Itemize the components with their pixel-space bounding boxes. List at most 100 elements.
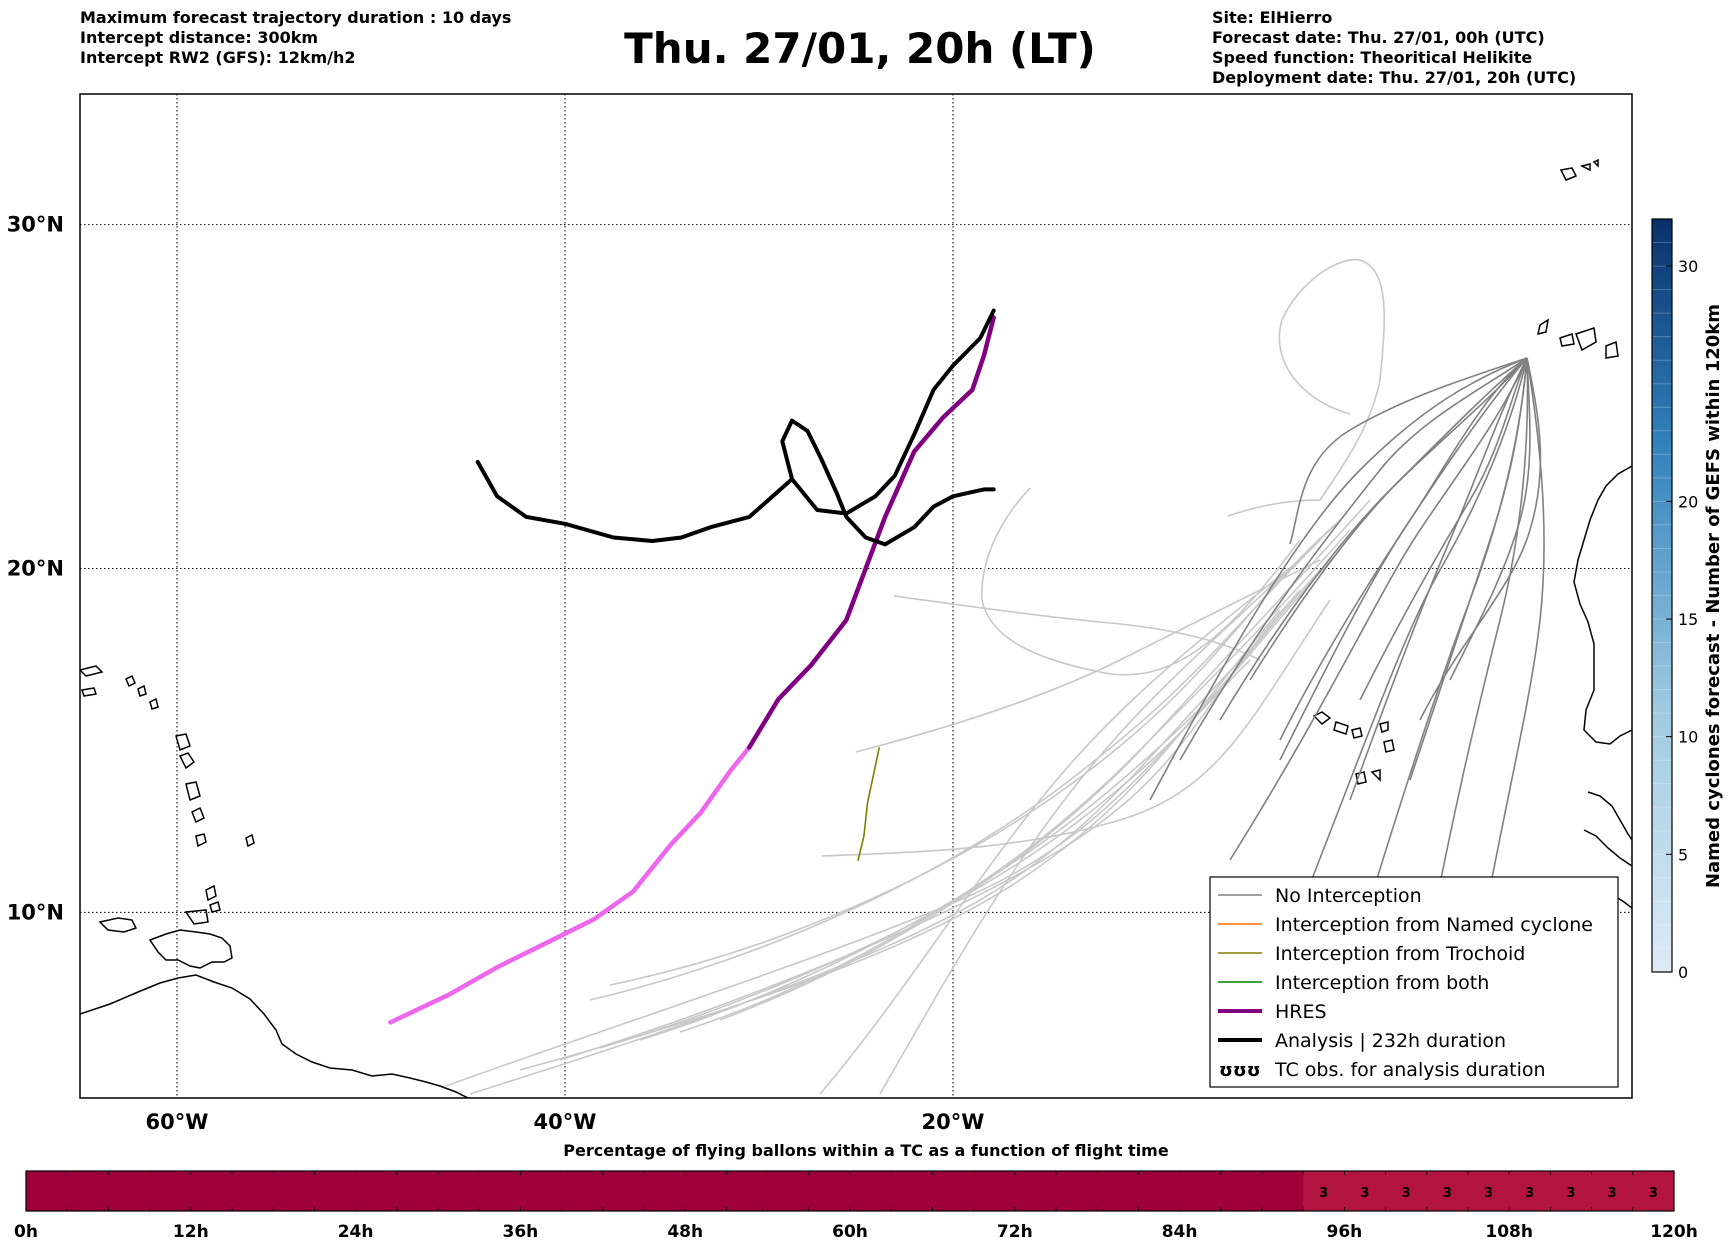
strip-tick-label: 96h: [1327, 1222, 1363, 1241]
strip-highlight: [1303, 1171, 1674, 1211]
coastline-segment: [205, 884, 217, 902]
x-tick-label: 60°W: [146, 1110, 209, 1134]
coastline-segment: [195, 833, 207, 848]
ensemble-trajectories-no-interception: [1149, 357, 1545, 1041]
strip-cell-value: 3: [1319, 1186, 1328, 1201]
header-line-intercept-distance: Intercept distance: 300km: [80, 28, 319, 47]
legend-label: Interception from both: [1275, 972, 1489, 994]
trajectory-light: [679, 529, 1351, 1033]
y-tick-label: 30°N: [7, 213, 64, 237]
coastline-segment: [209, 901, 221, 913]
strip-tick-label: 120h: [1650, 1222, 1698, 1241]
header-line-site: Site: ElHierro: [1212, 8, 1333, 27]
coastline-segment: [245, 833, 255, 848]
trajectory-light: [855, 559, 1321, 753]
strip-cell-value: 3: [1443, 1186, 1452, 1201]
coastline-segment: [149, 697, 159, 710]
strip-tick-label: 72h: [997, 1222, 1033, 1241]
legend-symbol-tc-obs: ʊʊʊ: [1219, 1060, 1261, 1081]
coastline-segment: [1573, 465, 1632, 745]
colorbar-frame: [1651, 218, 1673, 973]
coastline-segment: [178, 752, 196, 770]
legend-box: [1209, 876, 1619, 1088]
strip-cell-value: 3: [1525, 1186, 1534, 1201]
coastline-segment: [98, 917, 138, 933]
strip-tick-label: 36h: [503, 1222, 539, 1241]
coastline-segment: [1559, 167, 1578, 181]
trajectory-no-interception: [1409, 357, 1529, 1041]
trajectory-light: [559, 589, 1301, 1061]
map-legend: No Interception Interception from Named c…: [1209, 876, 1619, 1088]
trajectory-light: [639, 549, 1341, 1041]
map-frame: [79, 93, 1633, 1099]
strip-frame: [25, 1170, 1675, 1212]
coastline-segment: [1592, 158, 1599, 168]
trajectory-light: [821, 599, 1331, 857]
trajectory-no-interception: [1289, 357, 1528, 545]
coastline-segment: [1559, 333, 1575, 347]
trajectory-no-interception: [1419, 357, 1542, 721]
coastline-segment: [184, 909, 209, 925]
flight-time-strip: 3 3 3 3 3 3 3 3 3 0h 12h 24h 36h 48h 60h 72h 84h 96h 108h 1…: [14, 1170, 1698, 1241]
trajectory-no-interception: [1359, 357, 1528, 701]
header-line-intercept-rw2: Intercept RW2 (GFS): 12km/h2: [80, 48, 356, 67]
trajectory-no-interception: [1229, 357, 1528, 861]
strip-cell-value: 3: [1649, 1186, 1658, 1201]
strip-tick-label: 0h: [14, 1222, 38, 1241]
ensemble-trajectories-light: [445, 258, 1385, 1095]
colorbar-gradient: [1652, 219, 1672, 972]
colorbar-tick-label: 30: [1678, 257, 1698, 276]
legend-label: TC obs. for analysis duration: [1274, 1059, 1546, 1081]
coastline-segment: [1351, 727, 1363, 739]
strip-tick-label: 48h: [667, 1222, 703, 1241]
colorbar-tick-label: 5: [1678, 845, 1688, 864]
flight-time-strip-title: Percentage of flying ballons within a TC…: [563, 1141, 1169, 1160]
coastline-segment: [1605, 340, 1619, 359]
trajectory-light: [981, 487, 1301, 676]
colorbar-tick-label: 0: [1678, 963, 1688, 982]
trajectory-light: [1227, 499, 1321, 517]
coastline-segment: [1537, 318, 1550, 336]
legend-label: Analysis | 232h duration: [1275, 1030, 1506, 1052]
coastline-segment: [125, 674, 136, 688]
legend-label: HRES: [1275, 1001, 1327, 1023]
map-axis-labels: 60°W 40°W 20°W 10°N 20°N 30°N: [7, 213, 985, 1134]
legend-label: Interception from Trochoid: [1275, 943, 1525, 965]
strip-cell-value: 3: [1608, 1186, 1617, 1201]
strip-tick-label: 108h: [1485, 1222, 1533, 1241]
trajectory-hres-late: [388, 745, 752, 1025]
trajectory-no-interception: [1249, 357, 1528, 681]
colorbar-ticks: 0 5 10 15 20 30: [1666, 257, 1698, 982]
trajectory-no-interception: [1409, 357, 1528, 781]
trajectory-light: [609, 519, 1341, 986]
header-line-deployment-date: Deployment date: Thu. 27/01, 20h (UTC): [1212, 68, 1577, 87]
coastlines: [80, 158, 1632, 1098]
trajectory-hres: [747, 315, 996, 750]
trajectory-no-interception: [1469, 357, 1545, 1001]
header-info-right: Site: ElHierro Forecast date: Thu. 27/01…: [1212, 8, 1576, 88]
header-line-speed-function: Speed function: Theoritical Helikite: [1212, 48, 1533, 67]
strip-tick-label: 24h: [338, 1222, 374, 1241]
strip-cell-value: 3: [1402, 1186, 1411, 1201]
header-line-forecast-date: Forecast date: Thu. 27/01, 00h (UTC): [1212, 28, 1545, 47]
header-info-left: Maximum forecast trajectory duration : 1…: [80, 8, 511, 68]
coastline-segment: [175, 733, 191, 752]
legend-label: No Interception: [1275, 885, 1422, 907]
trajectory-analysis-loop: [805, 429, 996, 547]
strip-cell-value: 3: [1360, 1186, 1369, 1201]
strip-cell-value: 3: [1566, 1186, 1575, 1201]
coastline-segment: [185, 781, 201, 802]
y-tick-label: 10°N: [7, 900, 64, 924]
x-tick-label: 40°W: [534, 1110, 597, 1134]
coastline-segment: [80, 665, 104, 677]
coastline-segment: [81, 687, 97, 697]
coastline-segment: [1312, 711, 1332, 725]
trajectory-analysis: [475, 308, 996, 543]
trajectory-no-interception: [1279, 357, 1528, 761]
coastline-segment: [1583, 829, 1632, 867]
colorbar-tick-label: 15: [1678, 610, 1698, 629]
coastline-segment: [80, 974, 469, 1098]
strip-cell-value: 3: [1484, 1186, 1493, 1201]
legend-label: Interception from Named cyclone: [1275, 914, 1593, 936]
